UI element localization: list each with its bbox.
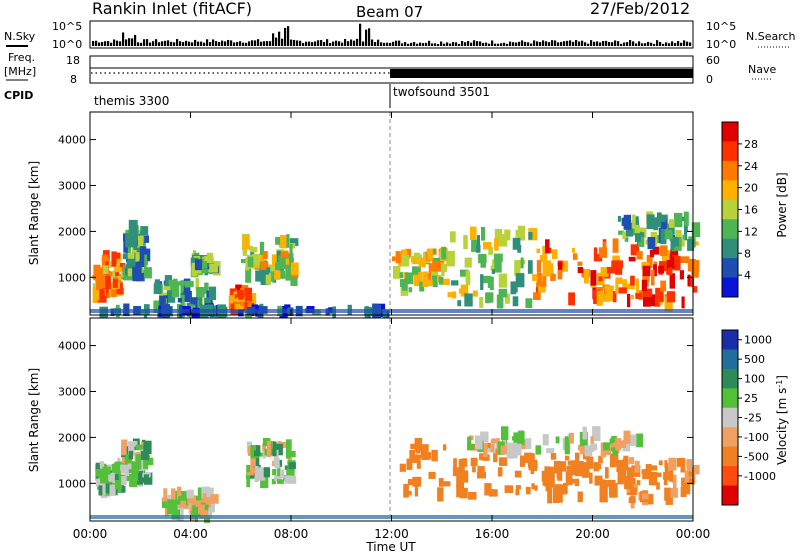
xtick-0: 00:00: [73, 527, 108, 541]
power-swatch-6: [722, 238, 738, 259]
noise-right-tick-bottom: 10^0: [706, 38, 736, 51]
freq-left-tick-top: 18: [66, 54, 80, 67]
xtick-2: 08:00: [274, 527, 309, 541]
cpid-label: CPID: [4, 89, 33, 102]
velocity-region-6: [642, 473, 650, 480]
power-ylabel: Slant Range [km]: [27, 161, 41, 265]
power-cbar-tick-1: 8: [744, 247, 751, 260]
velocity-cbar-tick-0: 1000: [744, 334, 772, 347]
xtick-3: 12:00: [374, 527, 409, 541]
power-ytick-2000: 2000: [58, 225, 86, 238]
beam-label: Beam 07: [356, 3, 423, 21]
power-swatch-0: [722, 122, 738, 142]
freq-right-tick-top: 60: [706, 54, 720, 67]
power-colorbar: 4 8 12 16 20 24 28 Power [dB]: [721, 121, 789, 298]
velocity-ylabel: Slant Range [km]: [27, 368, 41, 472]
velocity-cbar-tick-3: 25: [744, 392, 758, 405]
power-swatch-5: [722, 219, 738, 240]
velocity-ytick-2000: 2000: [58, 431, 86, 444]
power-swatch-4: [722, 199, 738, 220]
power-cbar-tick-6: 28: [744, 138, 758, 151]
power-swatch-3: [722, 180, 738, 201]
power-cbar-tick-5: 24: [744, 160, 758, 173]
power-swatch-2: [722, 160, 738, 181]
power-ytick-1000: 1000: [58, 271, 86, 284]
velocity-colorbar: 1000 500 100 25 -25 -100 -500 -1000 Velocity [m…: [721, 329, 790, 506]
velocity-swatch-8: [722, 485, 738, 506]
freq-left-tick-bottom: 8: [70, 73, 77, 86]
power-swatch-8: [722, 277, 738, 298]
nsky-label: N.Sky: [4, 30, 36, 43]
velocity-swatch-0: [722, 330, 738, 350]
power-panel: 1000 2000 3000 4000 Slant Range [km]: [27, 111, 701, 321]
velocity-cbar-tick-4: -25: [744, 412, 762, 425]
time-axis-label: Time UT: [365, 540, 416, 554]
xtick-5: 20:00: [575, 527, 610, 541]
freq-right-tick-bottom: 0: [706, 73, 713, 86]
velocity-colorbar-label: Velocity [m s-1]: [775, 375, 790, 465]
velocity-cbar-tick-6: -500: [744, 450, 769, 463]
freq-label: Freq.: [8, 51, 35, 64]
velocity-ytick-1000: 1000: [58, 477, 86, 490]
power-region-8: [463, 235, 468, 250]
power-ytick-3000: 3000: [58, 179, 86, 192]
velocity-swatch-5: [722, 427, 738, 448]
power-region-9: [536, 248, 540, 253]
velocity-region-7: [535, 445, 541, 455]
nsearch-label: N.Search: [746, 30, 796, 43]
station-title: Rankin Inlet (fitACF): [92, 0, 252, 18]
velocity-ytick-4000: 4000: [58, 340, 86, 353]
freq-panel: 18 8 60 0: [66, 54, 720, 86]
velocity-swatch-6: [722, 446, 738, 467]
velocity-swatch-3: [722, 388, 738, 409]
velocity-swatch-4: [722, 407, 738, 428]
noise-left-tick-bottom: 10^0: [52, 38, 82, 51]
velocity-ytick-3000: 3000: [58, 385, 86, 398]
noise-left-tick-top: 10^5: [52, 20, 82, 33]
power-region-5: [241, 259, 246, 264]
power-cbar-tick-3: 16: [744, 204, 758, 217]
time-axis: 00:00 04:00 08:00 12:00 16:00 20:00 00:00: [73, 112, 711, 541]
velocity-cbar-tick-7: -1000: [744, 470, 776, 483]
xtick-1: 04:00: [173, 527, 208, 541]
velocity-panel: 1000 2000 3000 4000 Slant Range [km]: [27, 317, 700, 523]
velocity-swatch-2: [722, 368, 738, 389]
power-cbar-tick-0: 4: [744, 269, 751, 282]
velocity-swatch-1: [722, 349, 738, 370]
noise-panel: 10^5 10^0 10^5 10^0: [52, 20, 736, 51]
velocity-region-4: [407, 479, 413, 486]
power-swatch-1: [722, 141, 738, 162]
velocity-cbar-tick-5: -100: [744, 431, 769, 444]
power-ytick-4000: 4000: [58, 134, 86, 147]
power-cbar-tick-2: 12: [744, 225, 758, 238]
date-label: 27/Feb/2012: [590, 0, 690, 18]
cpid-mode-2: twofsound 3501: [393, 85, 490, 99]
xtick-6: 00:00: [676, 527, 711, 541]
nave-label: Nave: [748, 63, 776, 76]
velocity-region-3: [271, 478, 276, 485]
cpid-mode-1: themis 3300: [94, 94, 169, 108]
noise-right-tick-top: 10^5: [706, 20, 736, 33]
power-swatch-7: [722, 258, 738, 279]
freq-unit-label: [MHz]: [4, 65, 36, 78]
xtick-4: 16:00: [475, 527, 510, 541]
power-colorbar-label: Power [dB]: [775, 172, 789, 237]
velocity-swatch-7: [722, 466, 738, 487]
velocity-region-5: [598, 455, 603, 464]
velocity-cbar-tick-1: 500: [744, 353, 765, 366]
power-cbar-tick-4: 20: [744, 182, 758, 195]
velocity-cbar-tick-2: 100: [744, 373, 765, 386]
